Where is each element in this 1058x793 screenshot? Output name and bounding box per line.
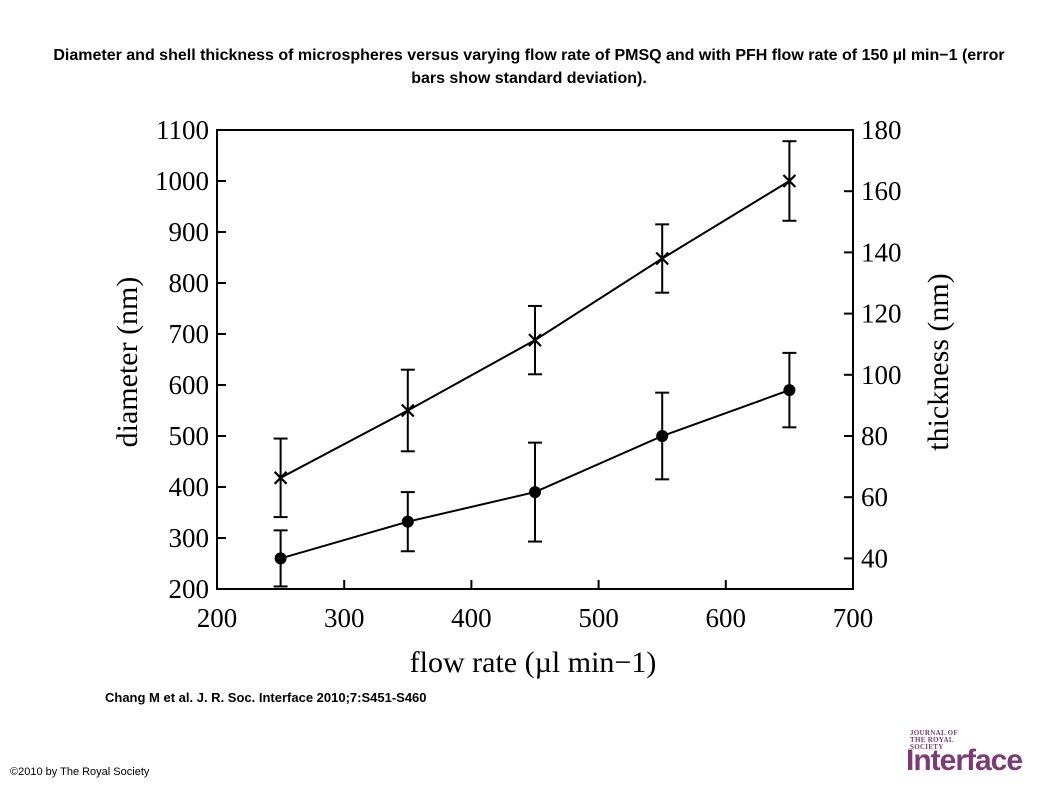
- y-tick-label: 900: [169, 217, 210, 247]
- x-tick-label: 700: [833, 603, 874, 633]
- copyright-notice: ©2010 by The Royal Society: [10, 766, 150, 778]
- logo-main-text: Interface: [906, 744, 1023, 777]
- data-point: [273, 471, 288, 485]
- x-tick-label: 400: [451, 603, 492, 633]
- x-tick-label: 300: [324, 603, 365, 633]
- x-tick-label: 600: [706, 603, 747, 633]
- x-tick-label: 200: [197, 603, 238, 633]
- y-tick-label: 600: [169, 370, 210, 400]
- y-tick-label: 200: [169, 574, 210, 604]
- axes: 200 300 400 500 600 700 200 300 400 500 600 700 800 9…: [155, 115, 902, 633]
- y2-tick-label: 60: [861, 482, 888, 512]
- y2-tick-label: 140: [861, 237, 902, 267]
- y-tick-label: 500: [169, 421, 210, 451]
- x-axis-label: flow rate (µl min−1): [410, 646, 657, 679]
- y-tick-label: 1100: [156, 115, 209, 145]
- y-axis-label: diameter (nm): [111, 277, 144, 448]
- y2-tick-label: 120: [861, 299, 902, 329]
- y2-axis-label: thickness (nm): [922, 273, 955, 450]
- y2-tick-label: 40: [861, 543, 888, 573]
- y2-tick-label: 180: [861, 115, 902, 145]
- y-tick-label: 1000: [155, 166, 209, 196]
- y-tick-label: 800: [169, 268, 210, 298]
- data-point: [528, 333, 542, 347]
- y2-tick-label: 100: [861, 360, 902, 390]
- data-point: [656, 430, 669, 442]
- logo-small-text: JOURNAL OF THE ROYAL SOCIETY: [910, 729, 958, 751]
- data-point: [529, 486, 541, 499]
- journal-logo: JOURNAL OF THE ROYAL SOCIETY Interface: [900, 728, 1023, 780]
- x-tick-label: 500: [578, 603, 619, 633]
- series-circle: [273, 351, 797, 588]
- y2-tick-label: 160: [861, 176, 902, 206]
- citation: Chang M et al. J. R. Soc. Interface 2010…: [105, 690, 427, 705]
- y-tick-label: 400: [169, 472, 210, 502]
- data-point: [401, 515, 414, 528]
- chart-marks: [273, 140, 797, 588]
- data-point: [401, 403, 415, 418]
- y-tick-label: 300: [169, 523, 210, 553]
- figure-title: Diameter and shell thickness of microsph…: [53, 47, 1005, 87]
- data-point: [783, 384, 796, 397]
- data-point: [274, 552, 287, 565]
- plot-frame: [216, 129, 854, 590]
- y-tick-label: 700: [169, 319, 210, 349]
- y2-tick-label: 80: [861, 421, 888, 451]
- series-x: [273, 140, 797, 519]
- data-point: [655, 251, 669, 266]
- data-point: [782, 174, 797, 188]
